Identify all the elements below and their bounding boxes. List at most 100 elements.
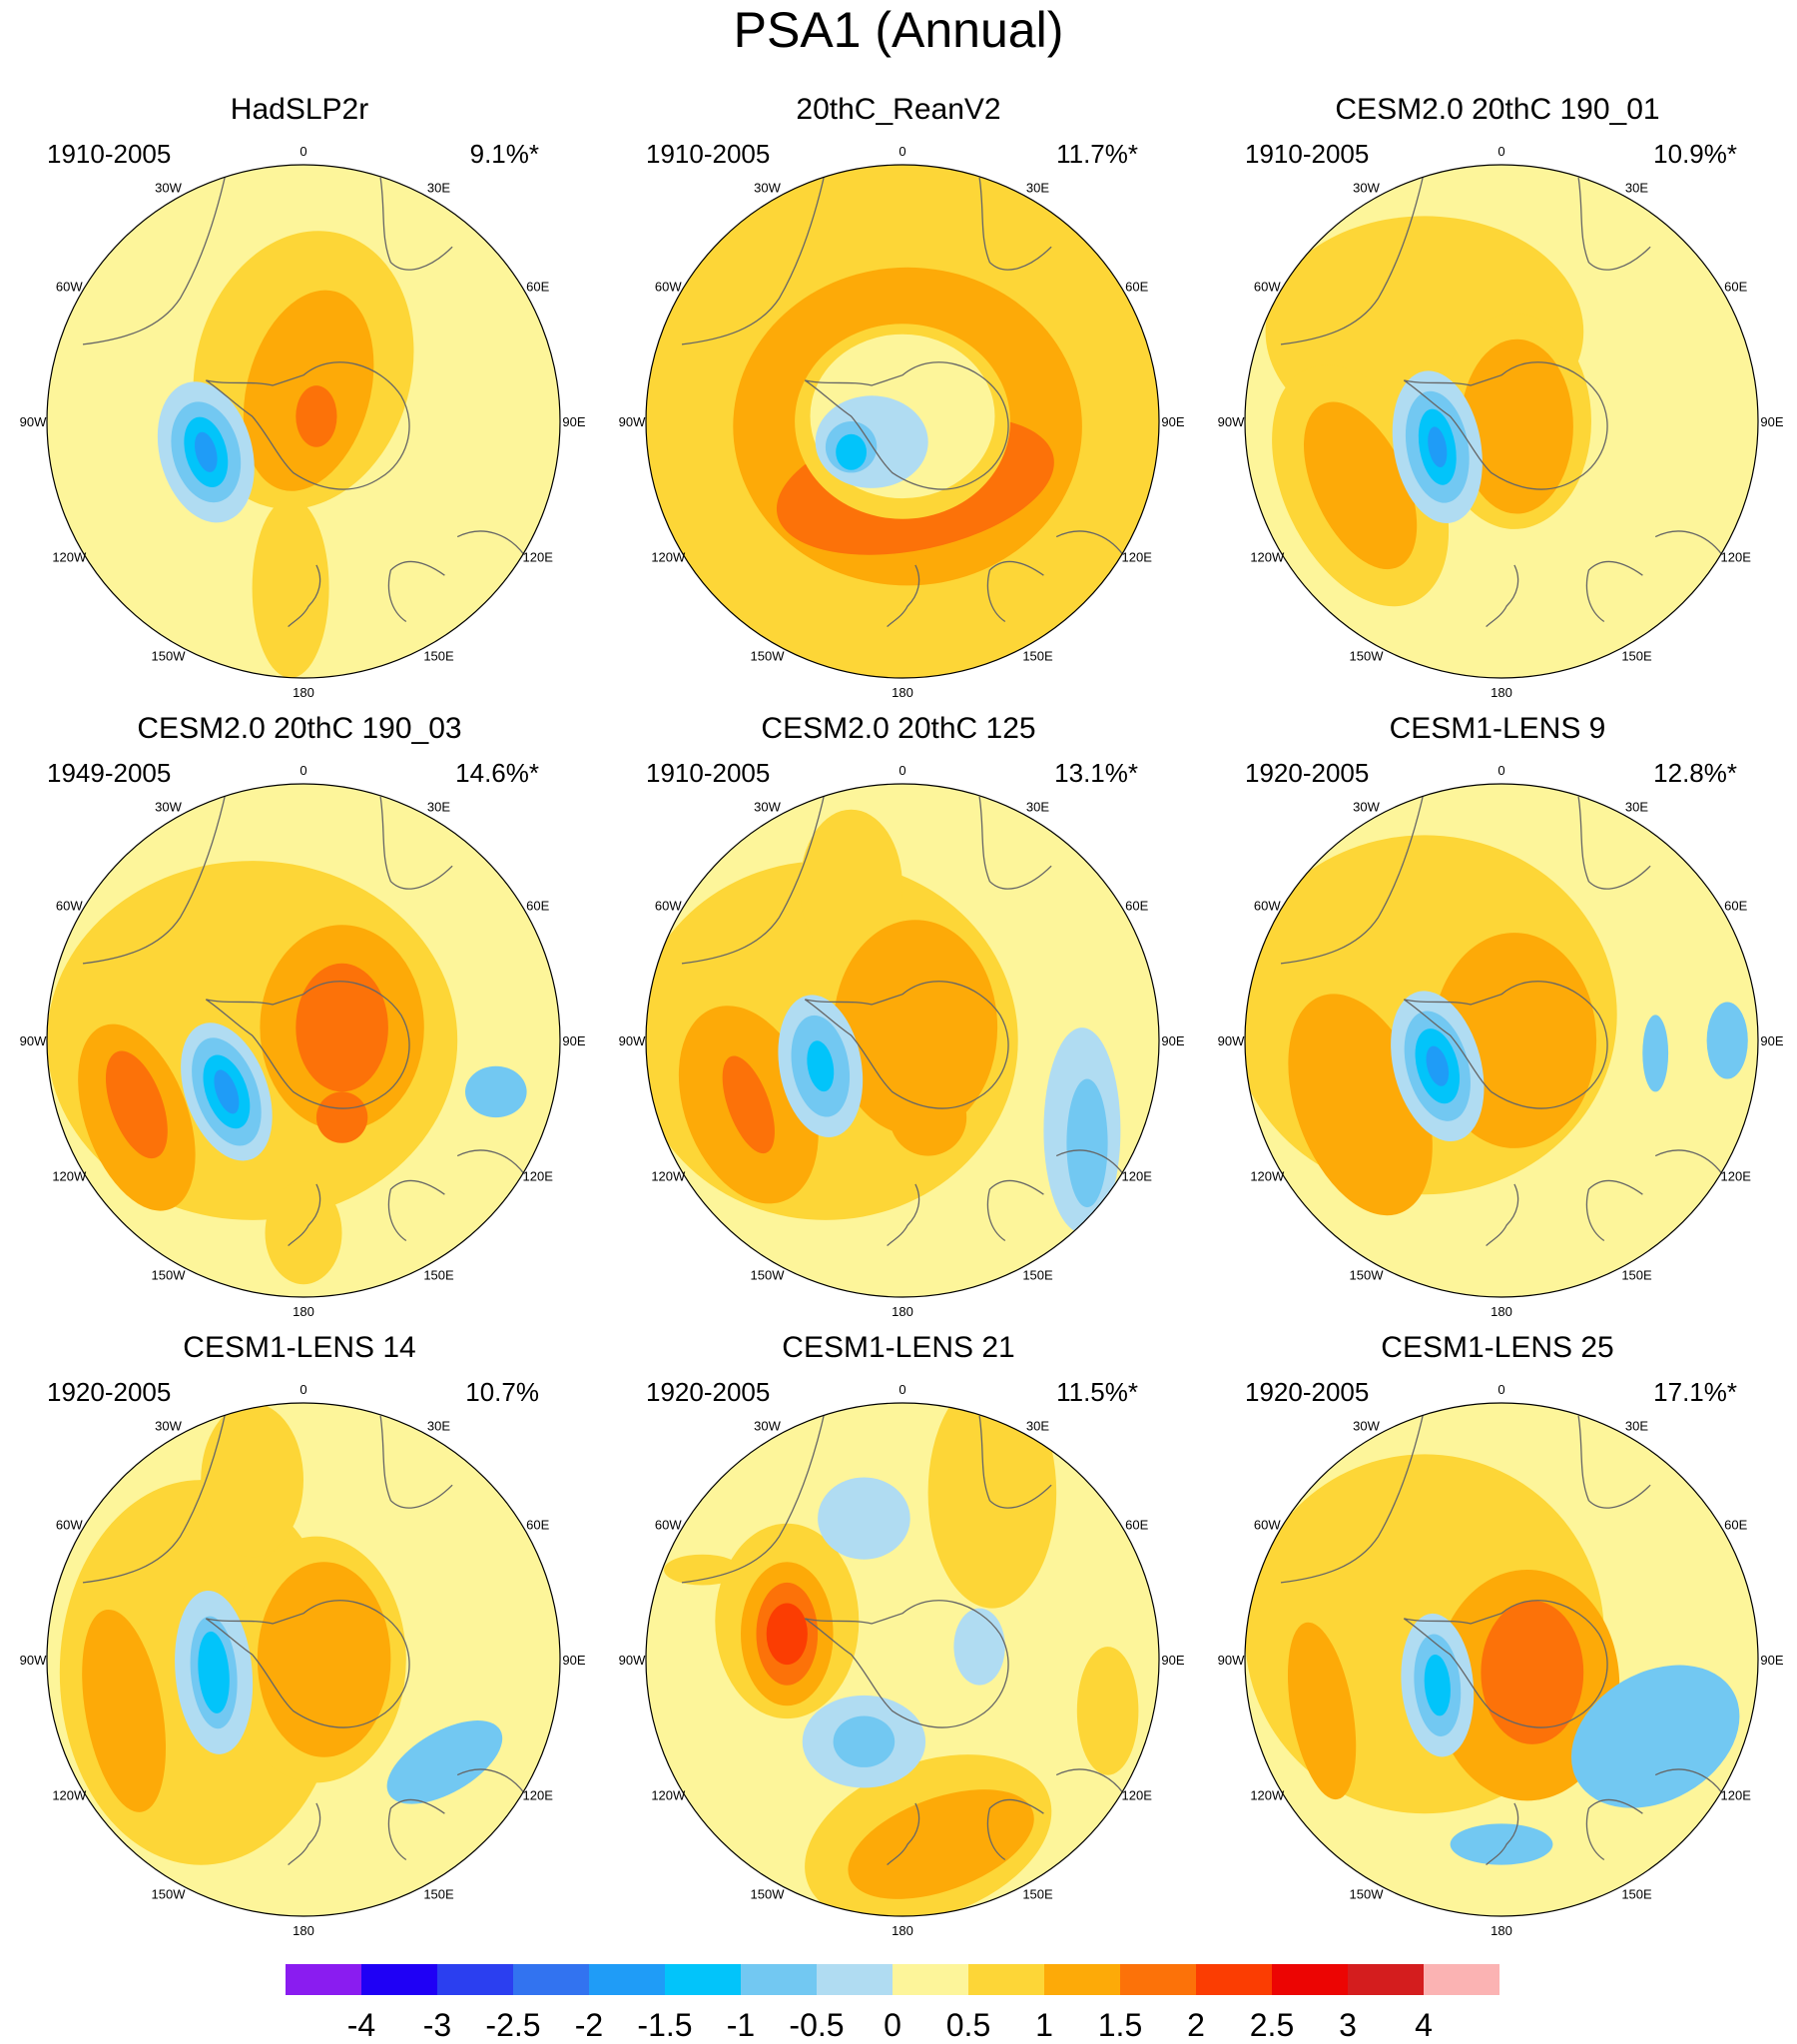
contour-region [296,963,388,1092]
contour-region [386,1720,503,1804]
longitude-label: 0 [1498,1382,1504,1397]
longitude-label: 180 [1491,1923,1512,1938]
longitude-label: 180 [1491,1304,1512,1319]
longitude-label: 150W [751,1268,786,1283]
coastline [1486,1183,1519,1247]
longitude-label: 150E [1621,1268,1652,1283]
longitude-label: 120E [1122,550,1153,565]
longitude-label: 30E [1026,799,1049,814]
longitude-label: 90W [619,414,646,429]
longitude-label: 60E [526,899,549,914]
coastline [978,177,1052,271]
contour-region [1424,1654,1451,1716]
longitude-label: 120W [52,1788,87,1803]
coastline [288,564,321,628]
longitude-label: 150W [751,1887,786,1902]
longitude-label: 120W [52,550,87,565]
contour-region [195,431,218,472]
longitude-label: 90W [619,1033,646,1048]
coastline [1403,1600,1608,1728]
variance-label: 10.7% [465,1377,539,1407]
colorbar-tick-label: 2.5 [1250,2007,1294,2043]
contour-region [198,1631,230,1713]
longitude-label: 30E [1026,180,1049,195]
longitude-label: 150E [1621,649,1652,664]
map-border [645,1402,1160,1917]
colorbar-tick-label: 3 [1339,2007,1357,2043]
longitude-label: 60E [1724,899,1747,914]
longitude-label: 150E [1022,1887,1053,1902]
period-label: 1920-2005 [646,1377,771,1407]
panel-title: CESM2.0 20thC 190_03 [137,712,462,745]
contour-region [953,1608,1005,1686]
map-panel: CESM2.0 20thC 190_03 1949-2005 14.6%* 0 30E 6… [0,709,599,1319]
longitude-label: 150W [1350,1887,1385,1902]
coastline [804,1600,1009,1728]
period-label: 1949-2005 [47,758,172,788]
longitude-label: 30W [754,180,781,195]
longitude-label: 120E [1721,1788,1752,1803]
longitude-label: 90W [619,1653,646,1668]
coastline [1585,530,1723,623]
longitude-label: 150W [152,1887,187,1902]
longitude-label: 60E [1724,1518,1747,1533]
longitude-label: 60W [56,1518,83,1533]
polar-map: 0 30E 60E 90E 120E 150E 180 150W 120W 90W 60W 30W [619,144,1185,700]
colorbar-tick-label: -2.5 [485,2007,540,2043]
contour-region [664,1554,741,1586]
longitude-label: 90E [562,1653,585,1668]
period-label: 1920-2005 [47,1377,172,1407]
longitude-label: 30W [1353,799,1380,814]
coastline [681,169,827,345]
contour-region [818,1477,910,1560]
longitude-label: 120E [1122,1169,1153,1184]
longitude-label: 0 [300,144,306,159]
longitude-label: 30W [155,799,182,814]
longitude-label: 30W [155,180,182,195]
coastline [82,1407,228,1584]
longitude-label: 150E [1022,1268,1053,1283]
coastline [1577,796,1651,890]
longitude-label: 60E [526,1518,549,1533]
contour-region [1426,1045,1450,1086]
longitude-label: 60W [56,280,83,295]
variance-label: 11.5%* [1056,1377,1138,1407]
colorbar-box [817,1964,893,1995]
contour-region [722,1055,775,1154]
longitude-label: 60W [655,1518,682,1533]
longitude-label: 120W [651,1169,686,1184]
coastline [1280,169,1426,345]
coastline [1585,1768,1723,1861]
longitude-label: 30E [427,180,450,195]
period-label: 1910-2005 [646,139,771,169]
colorbar-box [513,1964,589,1995]
coastline [1486,564,1519,628]
colorbar-box [589,1964,665,1995]
coastline [1577,1415,1651,1509]
longitude-label: 30E [427,799,450,814]
polar-map: 0 30E 60E 90E 120E 150E 180 150W 120W 90W 60W 30W [619,763,1185,1319]
polar-map: 0 30E 60E 90E 120E 150E 180 150W 120W 90W 60W 30W [20,144,586,700]
contour-region [201,1403,303,1558]
longitude-label: 120E [523,550,554,565]
coastline [1585,1149,1723,1242]
longitude-label: 60W [1254,899,1281,914]
coastline [681,788,827,965]
longitude-label: 60W [655,899,682,914]
longitude-label: 60E [1125,899,1148,914]
figure-title: PSA1 (Annual) [733,2,1064,58]
longitude-label: 30E [1625,799,1648,814]
longitude-label: 180 [1491,685,1512,700]
longitude-label: 120W [1250,550,1285,565]
colorbar-tick-label: 1 [1035,2007,1053,2043]
longitude-label: 90W [20,1653,47,1668]
colorbar-tick-label: -2 [575,2007,603,2043]
longitude-label: 120W [1250,1169,1285,1184]
longitude-label: 150E [1621,1887,1652,1902]
polar-map: 0 30E 60E 90E 120E 150E 180 150W 120W 90W 60W 30W [1218,1382,1784,1938]
longitude-label: 150E [423,649,454,664]
coastline [681,1407,827,1584]
polar-map: 0 30E 60E 90E 120E 150E 180 150W 120W 90W 60W 30W [619,1382,1185,1938]
coastline [1577,177,1651,271]
colorbar-tick-label: 0.5 [946,2007,990,2043]
